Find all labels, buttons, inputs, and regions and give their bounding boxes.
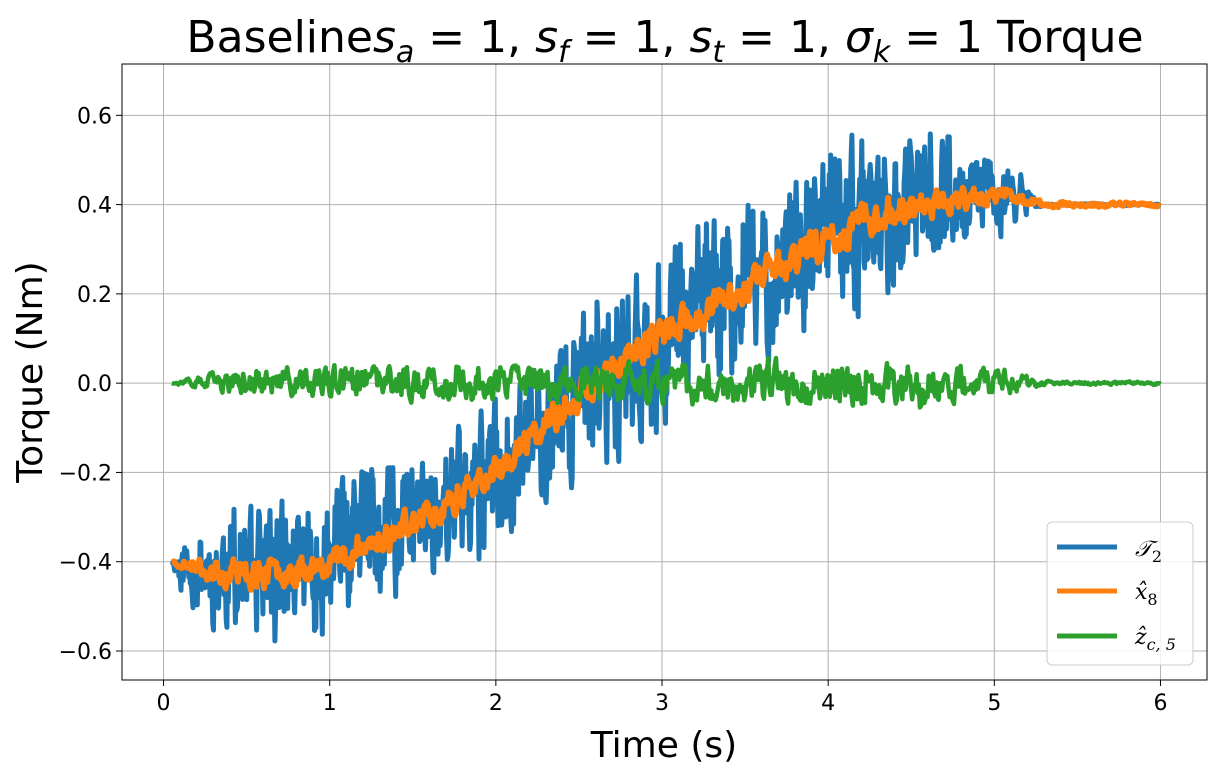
- legend-label-x8: x̂8: [1135, 580, 1158, 609]
- title-p2-symbol: s: [535, 12, 558, 63]
- y-tick-label: 0.2: [77, 283, 112, 308]
- x-tick-label: 1: [323, 691, 337, 716]
- title-p1-subscript: a: [396, 35, 414, 70]
- title-p3-symbol: s: [689, 12, 712, 63]
- title-p3-subscript: t: [712, 35, 725, 70]
- legend-t2-subscript: 2: [1152, 547, 1162, 566]
- x-tick-label: 4: [821, 691, 835, 716]
- y-tick-label: −0.4: [59, 551, 112, 576]
- x-tick-label: 5: [987, 691, 1001, 716]
- chart-title: Baselinesa = 1, sf = 1, st = 1, σk = 1 T…: [186, 12, 1143, 70]
- legend-zc5-symbol: ẑ: [1134, 625, 1147, 650]
- legend-box: [1046, 521, 1194, 666]
- axes: 0 1 2 3 4 5 6 −0.6 −0.4 −0.2 0.0 0.2 0.4 0.6: [59, 63, 1208, 716]
- x-axis-label: Time (s): [590, 725, 737, 766]
- title-suffix: Torque: [996, 12, 1144, 63]
- series-line-x8: [169, 184, 1163, 593]
- y-tick-label: 0.0: [77, 372, 112, 397]
- title-p4-eq: = 1: [890, 12, 997, 63]
- series-line-zc5: [170, 355, 1162, 410]
- y-tick-label: −0.2: [59, 461, 112, 486]
- legend-x8-symbol: x̂: [1135, 580, 1148, 605]
- x-tick-label: 6: [1153, 691, 1167, 716]
- y-tick-label: 0.4: [77, 194, 112, 219]
- x-tick-label: 2: [489, 691, 503, 716]
- title-p3-eq: = 1,: [724, 12, 845, 63]
- legend-zc5-subscript: c, 5: [1147, 635, 1176, 654]
- title-p1-symbol: s: [373, 12, 396, 63]
- title-p1-eq: = 1,: [414, 12, 535, 63]
- title-p4-subscript: k: [873, 35, 892, 70]
- title-p4-symbol: σ: [845, 12, 874, 63]
- legend: 𝒯2 x̂8 ẑc, 5: [1046, 521, 1194, 666]
- legend-x8-subscript: 8: [1147, 590, 1157, 609]
- title-p2-eq: = 1,: [569, 12, 690, 63]
- y-axis-label: Torque (Nm): [10, 261, 51, 483]
- legend-label-zc5: ẑc, 5: [1134, 625, 1176, 654]
- x-tick-label: 3: [655, 691, 669, 716]
- y-tick-label: 0.6: [77, 104, 112, 129]
- plot-frame: [121, 63, 1208, 681]
- x-tick-label: 0: [157, 691, 171, 716]
- y-tick-label: −0.6: [59, 640, 112, 665]
- title-prefix: Baseline: [186, 12, 373, 63]
- plot-series: [169, 131, 1163, 644]
